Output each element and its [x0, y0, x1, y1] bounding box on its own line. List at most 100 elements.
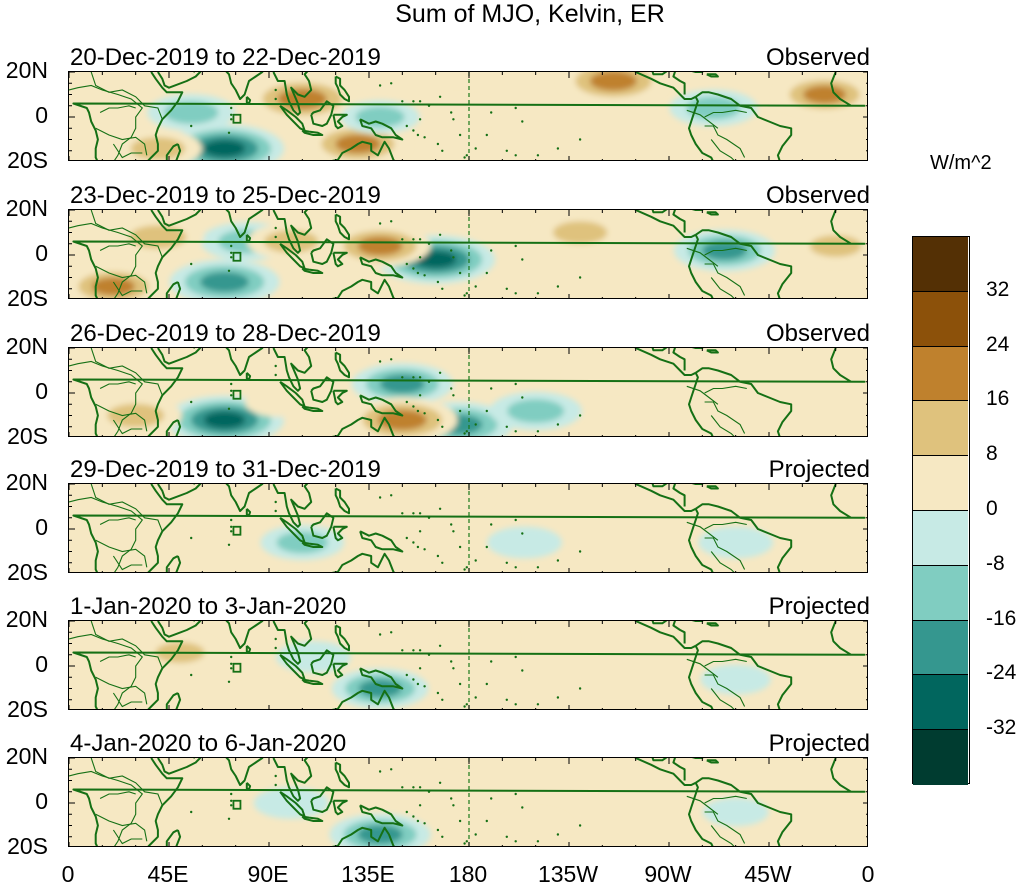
heatmap-anomaly-cell — [498, 114, 574, 147]
region-box — [232, 662, 242, 673]
lat-tick-label: 20N — [5, 333, 48, 359]
heatmap-svg — [69, 484, 867, 572]
islands — [190, 768, 582, 845]
map-panel: 20-Dec-2019 to 22-Dec-2019 Observed — [68, 44, 870, 161]
colorbar-level-label: 32 — [986, 277, 1010, 301]
tick-marks — [69, 348, 867, 436]
panel-status: Projected — [768, 593, 870, 620]
coastlines — [72, 758, 866, 846]
panel-status: Observed — [765, 320, 870, 347]
heatmap-anomaly-cell — [355, 106, 405, 128]
lon-tick-label: 45E — [147, 861, 189, 887]
colorbar-level-label: -24 — [986, 661, 1017, 685]
heatmap-anomaly-cell — [700, 664, 771, 695]
heatmap-anomaly-cell — [244, 387, 316, 417]
colorbar-swatch — [913, 565, 968, 621]
heatmap-anomaly-cell — [809, 235, 862, 257]
colorbar-level-label: 0 — [986, 497, 998, 520]
tick-marks — [69, 484, 867, 572]
lat-tick-label: 0 — [35, 378, 48, 404]
lon-tick-label: 90W — [644, 861, 692, 887]
heatmap-anomaly-cell — [164, 101, 219, 124]
coastlines — [72, 348, 866, 436]
heatmap-anomaly-cell — [553, 221, 608, 244]
lat-tick-label: 20S — [7, 696, 48, 722]
lat-tick-label: 20S — [7, 147, 48, 173]
country-borders — [69, 758, 747, 846]
heatmap-svg — [69, 621, 867, 709]
heatmap-anomaly-cell — [357, 236, 403, 256]
map-panel: 1-Jan-2020 to 3-Jan-2020 Projected — [68, 593, 870, 710]
lat-tick-label: 0 — [35, 102, 48, 128]
region-box — [232, 525, 242, 536]
colorbar-swatch — [913, 291, 968, 347]
colorbar-level-label: -16 — [986, 606, 1017, 630]
lat-tick-label: 20N — [5, 469, 48, 495]
map-panel: 26-Dec-2019 to 28-Dec-2019 Observed — [68, 320, 870, 437]
colorbar-swatch — [913, 346, 968, 402]
lon-tick-label: 180 — [448, 861, 488, 887]
country-borders — [69, 621, 747, 709]
heatmap-anomaly-cell — [803, 85, 847, 104]
panel-status: Observed — [765, 44, 870, 71]
country-borders — [69, 210, 747, 298]
panel-date-range: 4-Jan-2020 to 6-Jan-2020 — [70, 730, 347, 757]
colorbar-swatch — [913, 401, 968, 457]
heatmap-anomaly-cell — [169, 806, 236, 836]
heatmap-map — [68, 483, 868, 573]
coastlines — [72, 621, 866, 709]
panel-date-range: 26-Dec-2019 to 28-Dec-2019 — [70, 320, 381, 347]
colorbar-swatch — [913, 675, 968, 731]
heatmap-anomaly-cell — [277, 89, 327, 109]
colorbar-swatch — [913, 730, 968, 785]
lat-tick-label: 20S — [7, 833, 48, 859]
colorbar — [912, 236, 970, 785]
lat-tick-label: 20S — [7, 559, 48, 585]
colorbar-swatch — [913, 620, 968, 676]
panel-status: Projected — [768, 730, 870, 757]
lat-tick-label: 0 — [35, 651, 48, 677]
panel-date-range: 1-Jan-2020 to 3-Jan-2020 — [70, 593, 347, 620]
heatmap-anomaly-cell — [422, 97, 494, 128]
lat-tick-label: 20N — [5, 743, 48, 769]
heatmap-svg — [69, 758, 867, 846]
map-panel: 23-Dec-2019 to 25-Dec-2019 Observed — [68, 182, 870, 299]
longitude-axis: 0 45E 90E 135E 180 135W 90W 45W 0 — [62, 861, 875, 889]
coastlines — [72, 72, 866, 160]
colorbar-level-label: 24 — [986, 332, 1010, 356]
heatmap-map — [68, 71, 868, 161]
heatmap-anomaly-cell — [698, 526, 774, 559]
heatmap-anomaly-cell — [424, 484, 491, 512]
lon-tick-label: 135W — [537, 861, 599, 887]
lat-tick-label: 0 — [35, 788, 48, 814]
islands — [190, 220, 582, 297]
map-panel: 29-Dec-2019 to 31-Dec-2019 Projected — [68, 456, 870, 573]
lat-tick-label: 0 — [35, 240, 48, 266]
islands — [190, 358, 582, 435]
colorbar-swatch — [913, 456, 968, 511]
tick-marks — [69, 72, 867, 160]
region-box — [232, 251, 242, 262]
lat-tick-label: 0 — [35, 514, 48, 540]
heatmap-anomaly-cell — [91, 277, 135, 296]
heatmap-anomaly-cell — [487, 526, 562, 559]
map-panel: 4-Jan-2020 to 6-Jan-2020 Projected — [68, 730, 870, 847]
region-box — [232, 113, 242, 124]
panel-date-range: 20-Dec-2019 to 22-Dec-2019 — [70, 44, 381, 71]
heatmap-map — [68, 209, 868, 299]
country-borders — [69, 484, 747, 572]
colorbar-level-label: 8 — [986, 442, 998, 466]
heatmap-anomaly-cell — [502, 811, 569, 840]
heatmap-map — [68, 347, 868, 437]
lon-tick-label: 45W — [744, 861, 792, 887]
heatmap-anomaly-cell — [402, 775, 469, 804]
tick-marks — [69, 210, 867, 298]
lat-tick-label: 20N — [5, 57, 48, 83]
region-box — [232, 799, 242, 810]
lon-tick-label: 0 — [61, 861, 75, 887]
heatmap-anomaly-cell — [203, 140, 246, 157]
heatmap-anomaly-cell — [686, 96, 741, 120]
lon-tick-label: 90E — [247, 861, 289, 887]
heatmap-map — [68, 620, 868, 710]
colorbar-level-label: -32 — [986, 716, 1017, 740]
